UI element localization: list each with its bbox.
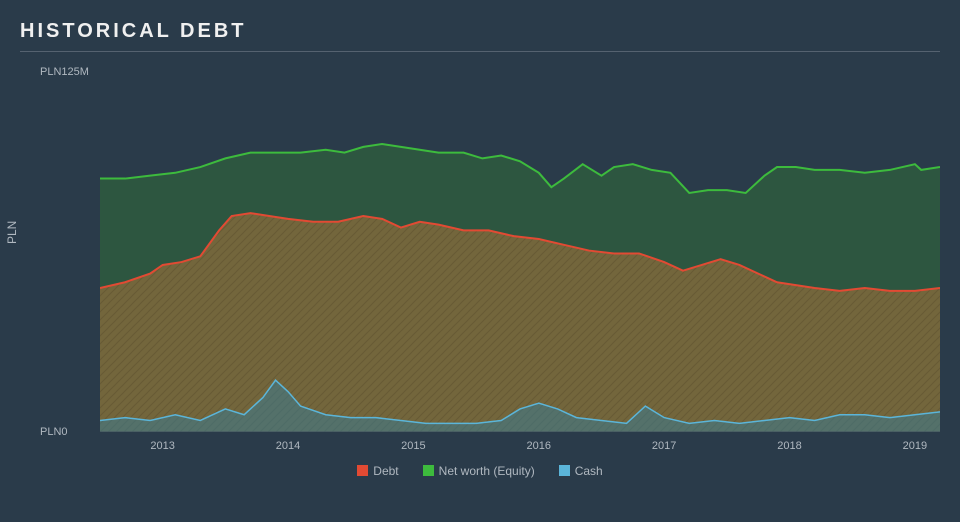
legend-item: Cash: [559, 464, 603, 478]
x-tick-label: 2019: [903, 440, 927, 452]
y-tick-label: PLN125M: [40, 66, 89, 78]
legend-swatch: [357, 465, 368, 476]
legend-swatch: [559, 465, 570, 476]
legend-label: Cash: [575, 464, 603, 478]
x-tick-label: 2017: [652, 440, 676, 452]
legend: Debt Net worth (Equity) Cash: [20, 464, 940, 478]
plot-surface: [100, 72, 940, 432]
legend-swatch: [423, 465, 434, 476]
chart-container: HISTORICAL DEBT PLN PLN0 PLN125M 2013 2014…: [0, 0, 960, 522]
legend-item: Net worth (Equity): [423, 464, 535, 478]
y-tick-label: PLN0: [40, 426, 68, 438]
legend-item: Debt: [357, 464, 398, 478]
x-tick-label: 2016: [527, 440, 551, 452]
chart-title: HISTORICAL DEBT: [20, 20, 940, 52]
x-tick-label: 2018: [777, 440, 801, 452]
y-axis-label: PLN: [5, 221, 19, 244]
legend-label: Debt: [373, 464, 398, 478]
legend-label: Net worth (Equity): [439, 464, 535, 478]
chart-area: PLN PLN0PLN125M 201320142015201620172018…: [20, 72, 940, 482]
area-chart-svg: [100, 72, 940, 432]
x-tick-label: 2015: [401, 440, 425, 452]
x-tick-label: 2014: [276, 440, 300, 452]
x-tick-label: 2013: [150, 440, 174, 452]
